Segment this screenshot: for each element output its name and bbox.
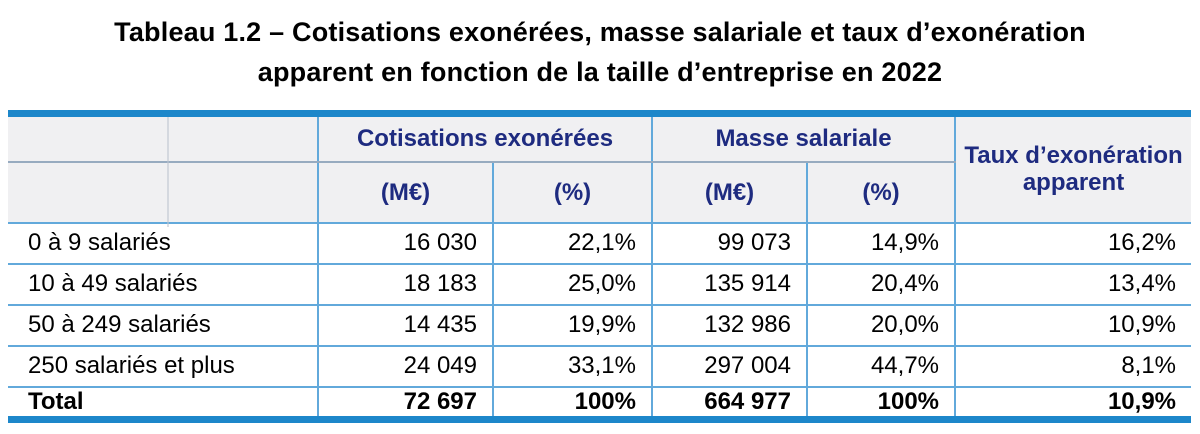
header-group-taux-exoneration: Taux d’exonération apparent	[954, 113, 1192, 224]
header-group-cotisations: Cotisations exonérées	[317, 113, 652, 163]
subheader-cotisations-meur: (M€)	[317, 161, 493, 224]
cell-cotisations-pct: 33,1%	[492, 345, 652, 388]
table-row: 250 salariés et plus 24 049 33,1% 297 00…	[8, 345, 1192, 388]
table-row: 0 à 9 salariés 16 030 22,1% 99 073 14,9%…	[8, 222, 1192, 265]
table-title-line1: Tableau 1.2 – Cotisations exonérées, mas…	[114, 17, 1086, 47]
row-label: 50 à 249 salariés	[8, 304, 318, 347]
cell-taux: 10,9%	[954, 304, 1192, 347]
header-empty-cell-bottom	[8, 161, 318, 224]
header-group-masse-salariale: Masse salariale	[650, 113, 956, 163]
cell-cotisations-pct: 22,1%	[492, 222, 652, 265]
cell-masse-pct: 14,9%	[805, 222, 956, 265]
exonerations-table: Cotisations exonérées Masse salariale Ta…	[8, 110, 1192, 423]
cell-masse-pct: 20,4%	[805, 263, 956, 306]
row-label: 0 à 9 salariés	[8, 222, 318, 265]
cell-taux: 8,1%	[954, 345, 1192, 388]
cell-masse-meur: 132 986	[651, 304, 807, 347]
cell-taux: 13,4%	[954, 263, 1192, 306]
cell-cotisations-meur: 16 030	[317, 222, 493, 265]
table-title: Tableau 1.2 – Cotisations exonérées, mas…	[0, 0, 1200, 92]
table-row: 50 à 249 salariés 14 435 19,9% 132 986 2…	[8, 304, 1192, 347]
total-cotisations-meur: 72 697	[317, 386, 493, 419]
cell-cotisations-pct: 25,0%	[492, 263, 652, 306]
cell-taux: 16,2%	[954, 222, 1192, 265]
cell-masse-pct: 20,0%	[805, 304, 956, 347]
cell-cotisations-meur: 14 435	[317, 304, 493, 347]
subheader-masse-meur: (M€)	[651, 161, 807, 224]
cell-masse-meur: 297 004	[651, 345, 807, 388]
header-row-units: (M€) (%) (M€) (%)	[8, 161, 1191, 224]
cell-cotisations-pct: 19,9%	[492, 304, 652, 347]
subheader-cotisations-pct: (%)	[492, 161, 652, 224]
cell-masse-pct: 44,7%	[805, 345, 956, 388]
header-artifact-line	[167, 117, 169, 227]
header-row-groups: Cotisations exonérées Masse salariale Ta…	[8, 113, 1192, 224]
total-row: Total 72 697 100% 664 977 100% 10,9%	[8, 386, 1192, 419]
row-label: 250 salariés et plus	[8, 345, 318, 388]
total-label: Total	[28, 387, 84, 415]
total-cotisations-pct: 100%	[492, 386, 652, 419]
total-taux: 10,9%	[954, 386, 1192, 419]
table-row: 10 à 49 salariés 18 183 25,0% 135 914 20…	[8, 263, 1192, 306]
cell-masse-meur: 99 073	[651, 222, 807, 265]
total-masse-pct: 100%	[805, 386, 956, 419]
cell-cotisations-meur: 18 183	[317, 263, 493, 306]
table-title-line2: apparent en fonction de la taille d’entr…	[257, 57, 943, 87]
cell-masse-meur: 135 914	[651, 263, 807, 306]
row-label: 10 à 49 salariés	[8, 263, 318, 306]
total-masse-meur: 664 977	[651, 386, 807, 419]
subheader-masse-pct: (%)	[805, 161, 956, 224]
header-empty-cell-top	[8, 113, 318, 163]
cell-cotisations-meur: 24 049	[317, 345, 493, 388]
